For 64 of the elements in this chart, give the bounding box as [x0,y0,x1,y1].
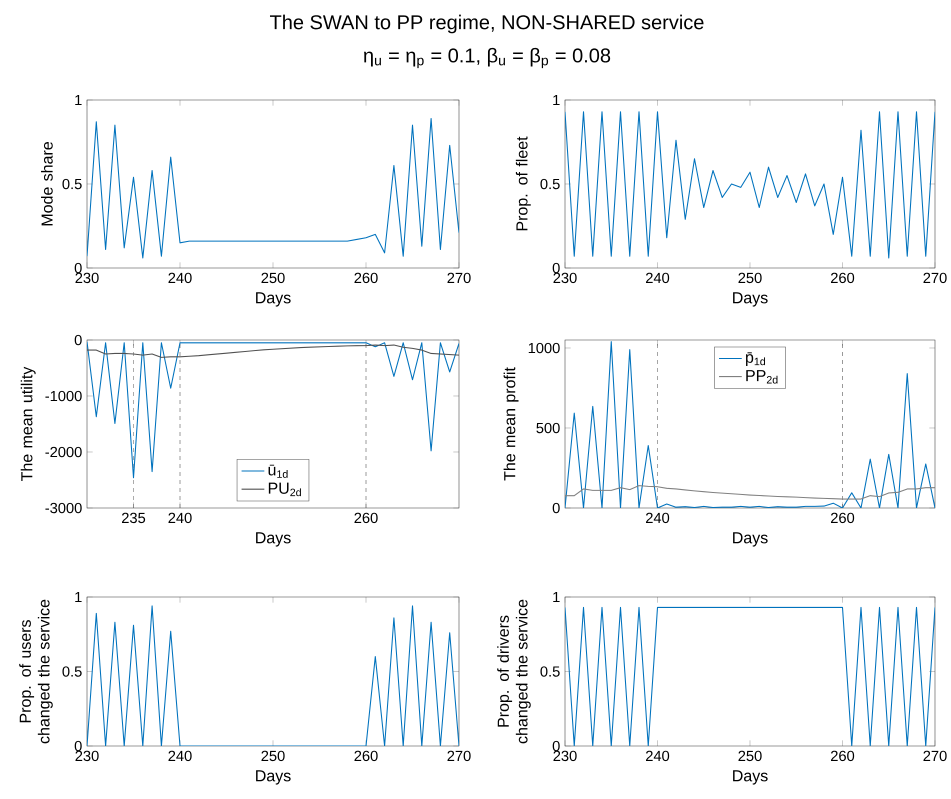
y-tick-label: 0 [74,334,82,346]
x-tick-label: 260 [354,272,378,284]
y-tick-label: 0.5 [62,666,82,677]
y-tick-label: 0 [552,502,560,514]
y-axis-title: The mean profit [504,367,519,481]
x-tick-label: 260 [830,272,854,284]
y-tick-label: 0 [74,262,82,274]
y-tick-label: 0 [74,740,82,752]
x-axis-title: Days [256,292,291,307]
y-tick-label: -2000 [45,446,82,458]
x-tick-label: 240 [646,512,670,524]
y-tick-label: 0.5 [62,178,82,190]
x-tick-label: 240 [646,750,670,762]
chart-title: The SWAN to PP regime, NON-SHARED service [270,14,704,34]
y-axis-title: Prop. of drivers changed the service [497,600,531,744]
x-tick-label: 230 [76,750,99,762]
x-tick-label: 260 [830,512,854,524]
y-tick-label: 500 [536,422,560,434]
line-series [565,111,935,258]
x-tick-label: 270 [923,750,947,762]
x-axis-title: Days [733,532,768,547]
x-tick-label: 260 [354,512,378,524]
y-tick-label: 1 [553,592,560,602]
x-axis-title: Days [733,292,768,307]
x-tick-label: 250 [262,272,285,284]
x-tick-label: 270 [447,750,471,762]
x-tick-label: 240 [168,750,192,762]
x-axis-title: Days [256,532,291,547]
legend-label: ū$_{1d}$ [268,464,288,478]
x-tick-label: 240 [646,272,670,284]
y-axis-title: Prop. of fleet [516,136,531,230]
x-tick-label: 250 [262,750,285,762]
x-tick-label: 250 [738,750,762,762]
x-tick-label: 250 [738,272,762,284]
y-tick-label: 0 [552,740,560,752]
y-tick-label: 0.5 [540,178,560,190]
y-tick-label: -1000 [45,390,82,402]
x-tick-label: 260 [830,750,854,762]
y-axis-title: Mode share [41,142,53,226]
legend-label: PP$_{2d}$ [746,370,778,384]
x-axis-title: Days [733,770,768,785]
x-axis-title: Days [256,770,291,785]
y-tick-label: 1 [553,94,560,106]
x-tick-label: 230 [554,272,577,284]
text: η$_{u}$ = η$_{p}$ = 0.1, β$_{u}$ = β$_{p}$ = 0.08 [364,48,610,68]
x-tick-label: 230 [554,750,577,762]
line-series [565,341,935,508]
y-tick-label: 0 [552,262,560,274]
x-tick-label: 240 [168,272,192,284]
y-tick-label: 1000 [528,342,560,354]
legend-label: p̄$_{1d}$ [746,352,766,366]
x-tick-label: 260 [354,750,378,762]
y-axis-title: The mean utility [20,366,36,481]
x-tick-label: 270 [923,272,947,284]
x-tick-label: 230 [76,272,99,284]
x-tick-label: 235 [122,512,146,524]
y-axis-title: Prop. of users changed the service [19,600,53,744]
y-tick-label: 1 [75,592,82,602]
y-tick-label: 0.5 [540,666,560,677]
x-tick-label: 240 [168,512,192,524]
x-tick-label: 270 [447,272,471,284]
y-tick-label: 1 [75,94,82,106]
legend-label: PU$_{2d}$ [268,482,301,496]
y-tick-label: -3000 [45,502,82,514]
